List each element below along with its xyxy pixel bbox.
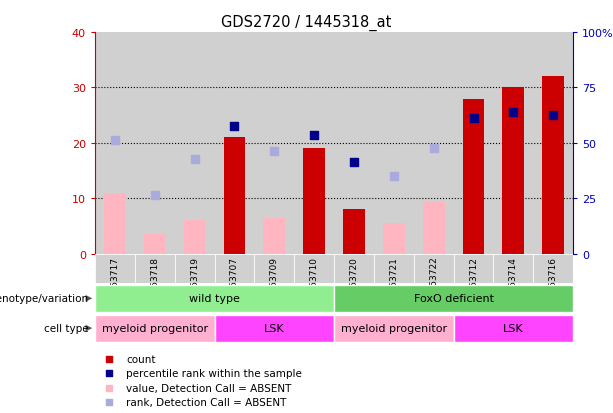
Bar <box>254 254 294 284</box>
Bar <box>294 254 334 284</box>
Bar <box>104 193 126 254</box>
Text: GDS2720 / 1445318_at: GDS2720 / 1445318_at <box>221 14 392 31</box>
Bar <box>343 210 365 254</box>
Text: cell type: cell type <box>44 323 89 333</box>
Text: GSM153718: GSM153718 <box>150 256 159 311</box>
Point <box>310 132 319 138</box>
Bar <box>95 315 215 342</box>
Text: LSK: LSK <box>264 323 284 333</box>
Bar <box>334 285 573 312</box>
Text: GSM153720: GSM153720 <box>349 256 359 311</box>
Bar <box>543 77 564 254</box>
Point <box>460 184 470 190</box>
Bar <box>144 235 166 254</box>
Bar <box>454 254 493 284</box>
Bar <box>175 33 215 254</box>
Bar <box>264 218 285 254</box>
Bar <box>303 149 325 254</box>
Text: percentile rank within the sample: percentile rank within the sample <box>126 368 302 378</box>
Text: GSM153719: GSM153719 <box>190 256 199 311</box>
Bar <box>493 254 533 284</box>
Point <box>110 138 120 144</box>
Text: GSM153714: GSM153714 <box>509 256 518 311</box>
Text: GSM153721: GSM153721 <box>389 256 398 311</box>
Bar <box>334 315 454 342</box>
Text: GSM153707: GSM153707 <box>230 256 239 311</box>
Point <box>429 146 439 152</box>
Bar <box>95 285 334 312</box>
Bar <box>334 33 374 254</box>
Text: myeloid progenitor: myeloid progenitor <box>341 323 447 333</box>
Point <box>509 110 519 116</box>
Point <box>460 313 470 319</box>
Bar <box>374 254 414 284</box>
Bar <box>414 254 454 284</box>
Point <box>150 193 160 199</box>
Bar <box>215 33 254 254</box>
Bar <box>374 33 414 254</box>
Text: value, Detection Call = ABSENT: value, Detection Call = ABSENT <box>126 382 291 393</box>
Bar <box>503 88 524 254</box>
Bar <box>224 138 245 254</box>
Bar <box>414 33 454 254</box>
Bar <box>383 223 405 254</box>
Text: wild type: wild type <box>189 294 240 304</box>
Point <box>349 159 359 166</box>
Bar <box>533 33 573 254</box>
Text: rank, Detection Call = ABSENT: rank, Detection Call = ABSENT <box>126 397 286 407</box>
Bar <box>135 254 175 284</box>
Bar <box>454 33 493 254</box>
Bar <box>215 254 254 284</box>
Point <box>190 157 200 164</box>
Text: GSM153712: GSM153712 <box>469 256 478 311</box>
Bar <box>135 33 175 254</box>
Text: GSM153709: GSM153709 <box>270 256 279 311</box>
Text: GSM153722: GSM153722 <box>429 256 438 311</box>
Bar <box>533 254 573 284</box>
Text: genotype/variation: genotype/variation <box>0 294 89 304</box>
Point <box>460 55 470 62</box>
Point <box>389 173 399 180</box>
Bar <box>175 254 215 284</box>
Text: GSM153710: GSM153710 <box>310 256 319 311</box>
Bar <box>463 99 484 254</box>
Point <box>230 123 240 130</box>
Bar <box>215 315 334 342</box>
Text: GSM153716: GSM153716 <box>549 256 558 311</box>
Point <box>270 149 280 155</box>
Bar <box>95 254 135 284</box>
Point <box>469 115 479 122</box>
Text: myeloid progenitor: myeloid progenitor <box>102 323 208 333</box>
Text: GSM153717: GSM153717 <box>110 256 120 311</box>
Text: count: count <box>126 354 156 364</box>
Text: FoxO deficient: FoxO deficient <box>414 294 493 304</box>
Bar <box>294 33 334 254</box>
Text: LSK: LSK <box>503 323 524 333</box>
Point <box>549 113 558 119</box>
Bar <box>184 221 205 254</box>
Bar <box>254 33 294 254</box>
Bar <box>454 315 573 342</box>
Bar <box>95 33 135 254</box>
Bar <box>423 202 444 254</box>
Bar <box>334 254 374 284</box>
Bar <box>493 33 533 254</box>
